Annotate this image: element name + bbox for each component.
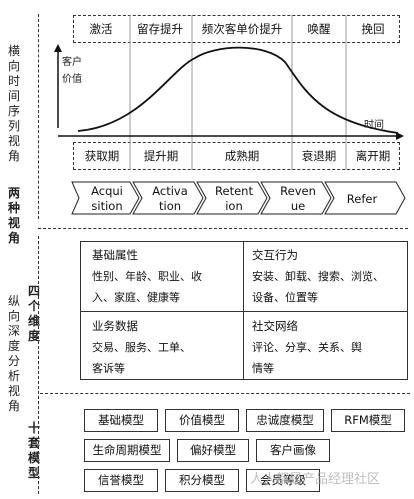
business-data-body: 交易、服务、工单、 客诉等 [92, 337, 242, 379]
y-axis-label-2: 价值 [62, 74, 82, 85]
model-portrait: 客户画像 [256, 439, 330, 462]
model-value: 价值模型 [165, 409, 239, 432]
chevron-refer: Refer [332, 192, 392, 207]
y-axis-label-1: 客户 [62, 57, 82, 68]
interaction-title: 交互行为 [252, 248, 298, 262]
social-network-line1: 评论、分享、关系、舆 [252, 341, 362, 354]
stage-acquire: 获取期 [84, 149, 120, 163]
chevron-4-shape [260, 181, 332, 215]
stage-box [73, 142, 400, 170]
chevron-activation-line2: tion [158, 199, 182, 213]
chevron-acquisition-line2: sition [91, 199, 123, 213]
chevron-activation-line1: Activa [152, 184, 188, 198]
stage-leave: 离开期 [355, 149, 391, 163]
value-curve [77, 46, 399, 134]
dimensions-grid-hline [80, 311, 408, 312]
left-column-divider [38, 14, 39, 219]
chevron-acquisition-line1: Acqui [91, 184, 123, 198]
basic-attributes-line1: 性别、年龄、职业、收 [92, 270, 202, 283]
model-loyalty: 忠诚度模型 [246, 409, 324, 432]
model-lifecycle: 生命周期模型 [84, 439, 170, 462]
business-data-title: 业务数据 [92, 319, 138, 333]
chevron-3-shape [196, 181, 268, 215]
dimensions-grid [80, 241, 408, 380]
chevron-retention-line2: ion [225, 199, 243, 213]
social-network-body: 评论、分享、关系、舆 情等 [252, 337, 406, 379]
basic-attributes-body: 性别、年龄、职业、收 入、家庭、健康等 [92, 266, 242, 308]
stage-mature: 成熟期 [224, 149, 260, 163]
chevron-activation: Activa tion [140, 184, 200, 214]
business-data-line1: 交易、服务、工单、 [92, 341, 191, 354]
chevron-revenue: Reven ue [268, 184, 328, 214]
dimensions-grid-vline [243, 241, 244, 380]
model-rfm: RFM模型 [331, 409, 405, 432]
ten-models-label: 十套模型 [27, 421, 40, 480]
left-column-divider-lower [38, 236, 39, 494]
model-points: 积分模型 [165, 469, 239, 492]
chevron-retention: Retent ion [204, 184, 264, 214]
chevron-row [71, 181, 406, 215]
chevron-1-shape [71, 181, 140, 215]
y-axis-arrow [54, 44, 62, 52]
horizontal-view-label: 横向时间序列视角 [7, 44, 20, 163]
chevron-revenue-line2: ue [290, 199, 306, 213]
phase-recall: 挽回 [361, 22, 385, 36]
phase-frequency: 频次客单价提升 [201, 22, 283, 36]
model-basic: 基础模型 [84, 409, 158, 432]
chevron-5-shape [324, 181, 406, 215]
four-dimensions-label: 四个维度 [27, 284, 40, 343]
phase-box [73, 15, 400, 43]
stage-improve: 提升期 [143, 149, 179, 163]
social-network-title: 社交网络 [252, 319, 298, 333]
social-network-line2: 情等 [252, 362, 274, 375]
chevron-acquisition: Acqui sition [78, 184, 136, 214]
model-membership: 会员等级 [246, 469, 320, 492]
stage-decline: 衰退期 [301, 149, 337, 163]
views-divider [38, 228, 408, 229]
basic-attributes-line2: 入、家庭、健康等 [92, 291, 180, 304]
interaction-line1: 安装、卸载、搜索、浏览、 [252, 270, 384, 283]
interaction-line2: 设备、位置等 [252, 291, 318, 304]
phase-awaken: 唤醒 [307, 22, 331, 36]
model-preference: 偏好模型 [177, 439, 249, 462]
chevron-2-shape [132, 181, 204, 215]
x-axis-label: 时间 [364, 120, 384, 131]
models-divider [40, 393, 410, 394]
model-credit: 信誉模型 [84, 469, 158, 492]
lifecycle-chart [54, 15, 404, 170]
basic-attributes-title: 基础属性 [92, 248, 138, 262]
phase-retention: 留存提升 [137, 22, 183, 36]
two-views-label: 两种视角 [7, 186, 20, 245]
vertical-view-label: 纵向深度分析视角 [7, 294, 20, 413]
interaction-body: 安装、卸载、搜索、浏览、 设备、位置等 [252, 266, 406, 308]
chevron-refer-line1: Refer [346, 192, 378, 206]
x-axis-arrow [396, 132, 404, 140]
chevron-retention-line1: Retent [215, 184, 253, 198]
chevron-revenue-line1: Reven [280, 184, 316, 198]
watermark: 人人都是产品经理社区 [250, 472, 381, 487]
business-data-line2: 客诉等 [92, 362, 125, 375]
phase-activate: 激活 [89, 22, 113, 36]
